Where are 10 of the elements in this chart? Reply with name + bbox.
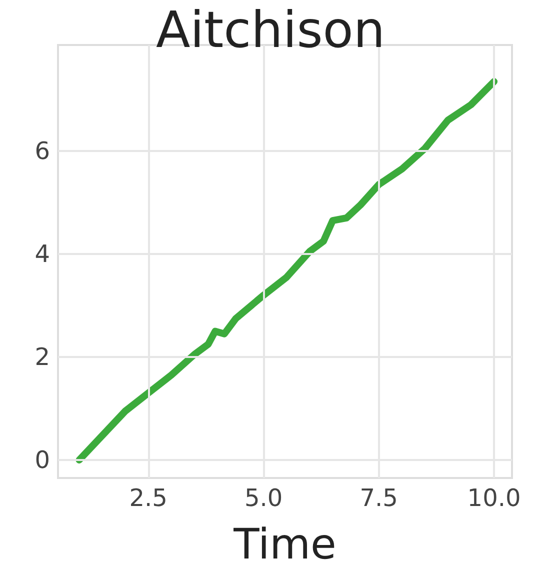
x-tick-label: 5.0 [244,484,283,512]
x-tick-label: 10.0 [467,484,521,512]
y-tick-label: 2 [34,343,50,372]
y-tick-label: 4 [34,240,50,268]
chart-title: Aitchison [156,1,386,59]
y-tick-label: 6 [34,137,50,166]
x-tick-label: 2.5 [129,484,168,512]
x-axis-title: Time [232,520,336,568]
y-tick-label: 0 [34,446,50,474]
x-tick-label: 7.5 [360,484,398,512]
